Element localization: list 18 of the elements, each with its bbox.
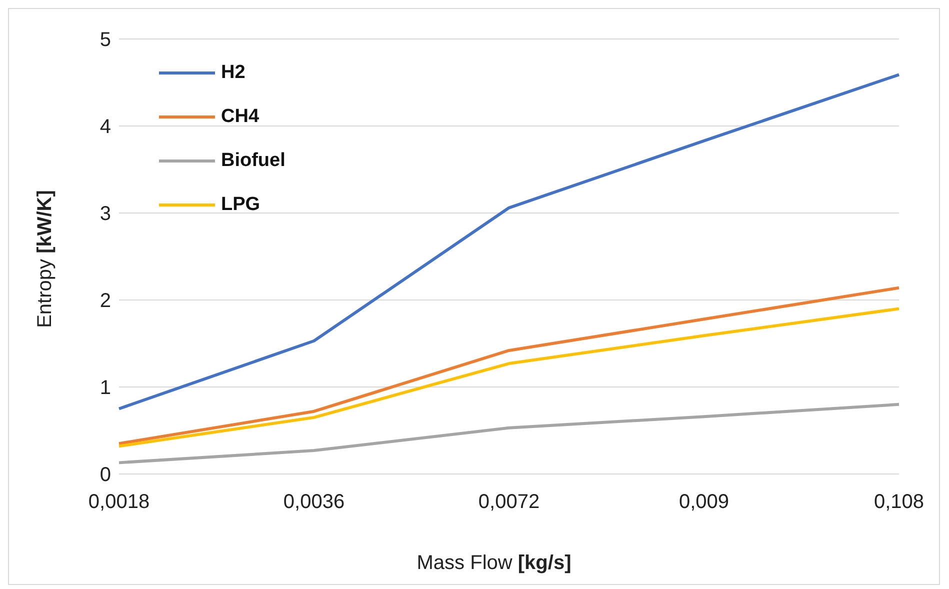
- y-tick-label: 3: [100, 203, 111, 226]
- y-tick-label: 0: [100, 464, 111, 486]
- x-tick-label: 0,0018: [88, 491, 150, 514]
- legend-label: CH4: [221, 106, 260, 128]
- line-series: [118, 402, 900, 464]
- x-tick-label: 0,0036: [283, 491, 345, 514]
- legend-label: LPG: [221, 194, 260, 216]
- x-axis-title: Mass Flow [kg/s]: [416, 552, 572, 574]
- x-tick-label: 0,0072: [478, 491, 540, 514]
- y-tick-label: 1: [100, 377, 111, 400]
- y-axis-title: Entropy [kW/K]: [34, 190, 56, 328]
- legend-label: H2: [221, 62, 246, 84]
- legend-label: Biofuel: [221, 150, 286, 172]
- y-tick-label: 4: [100, 116, 111, 138]
- y-tick-label: 5: [100, 29, 111, 52]
- y-tick-label: 2: [100, 290, 111, 312]
- x-tick-label: 0,108: [874, 491, 924, 514]
- x-tick-label: 0,009: [678, 491, 730, 514]
